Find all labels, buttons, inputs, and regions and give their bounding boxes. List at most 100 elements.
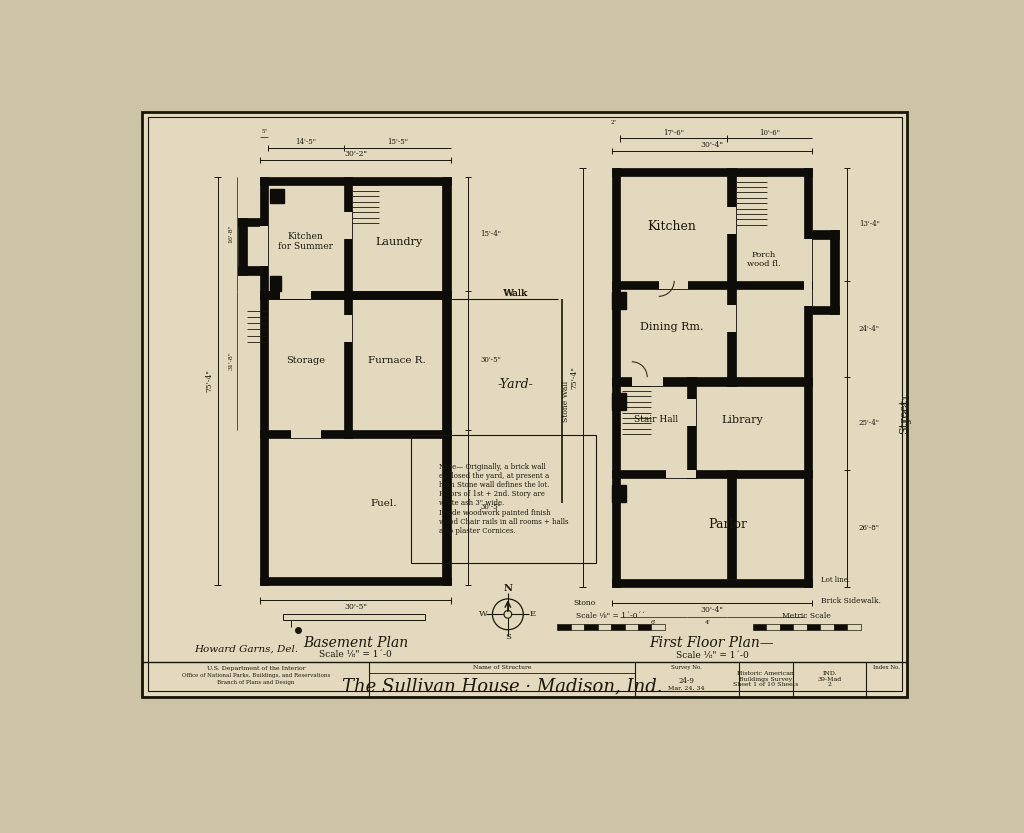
Text: Basement Plan: Basement Plan (303, 636, 408, 650)
Bar (260, 227, 268, 267)
Text: 14'-5": 14'-5" (296, 138, 316, 147)
Bar (820, 624, 834, 631)
Bar (830, 230, 839, 314)
Text: 30'-4": 30'-4" (700, 606, 723, 614)
Bar (632, 377, 663, 386)
Bar (239, 217, 247, 275)
Bar (611, 167, 621, 587)
Bar (779, 624, 794, 631)
Bar (260, 177, 451, 585)
Text: Storage: Storage (286, 356, 325, 365)
Bar (687, 400, 695, 426)
Bar (280, 291, 310, 299)
Text: Mar. 24, 34: Mar. 24, 34 (669, 686, 705, 691)
Text: Name of Structure: Name of Structure (473, 665, 531, 670)
Text: 75'-4": 75'-4" (206, 370, 214, 392)
Text: Note— Originally, a brick wall
enclosed the yard, at present a
high Stone wall d: Note— Originally, a brick wall enclosed … (438, 462, 568, 535)
Bar (611, 579, 812, 587)
Text: S: S (505, 633, 511, 641)
Text: Scale ⅛" = 1´-0: Scale ⅛" = 1´-0 (319, 650, 392, 659)
Text: 4': 4' (705, 620, 711, 625)
Bar (260, 576, 451, 585)
Bar (598, 624, 611, 631)
Text: W: W (479, 611, 487, 618)
Bar (812, 230, 839, 314)
Bar (804, 167, 812, 587)
Bar (834, 624, 847, 631)
Text: Branch of Plans and Design: Branch of Plans and Design (217, 681, 295, 686)
Bar (621, 177, 804, 579)
Text: Howard Garns, Del.: Howard Garns, Del. (194, 645, 298, 653)
Bar (611, 167, 812, 177)
Bar (658, 281, 688, 289)
Text: Survey No.: Survey No. (671, 665, 701, 670)
Bar (638, 624, 651, 631)
Text: Parlor: Parlor (708, 518, 746, 531)
Text: 15'-5": 15'-5" (387, 138, 408, 147)
Text: Brick Sidewalk.: Brick Sidewalk. (821, 597, 881, 606)
Bar (260, 291, 451, 299)
Text: Stono: Stono (573, 599, 596, 606)
Text: Scale ⅛" = 1´-0: Scale ⅛" = 1´-0 (676, 651, 749, 660)
Bar (727, 305, 736, 332)
Text: Historic American
Buildings Survey
Sheet 1 of 10 Sheets: Historic American Buildings Survey Sheet… (733, 671, 799, 687)
Text: Kitchen: Kitchen (647, 220, 696, 232)
Text: 31'-8": 31'-8" (228, 351, 233, 370)
Bar (727, 167, 736, 289)
Bar (727, 470, 736, 579)
Bar (727, 281, 736, 386)
Text: 25'-4": 25'-4" (859, 419, 880, 427)
Bar (147, 117, 902, 691)
Bar (239, 267, 260, 275)
Bar (766, 624, 779, 631)
Text: Scale ⅛" = 1´-0´´: Scale ⅛" = 1´-0´´ (577, 612, 646, 620)
Text: N: N (504, 584, 512, 592)
Text: 26'-8": 26'-8" (859, 525, 880, 532)
Bar (611, 485, 627, 502)
Text: 75'-4": 75'-4" (570, 367, 579, 389)
Bar (239, 217, 260, 275)
Bar (239, 217, 260, 227)
Text: 30'-5": 30'-5" (480, 503, 501, 511)
Bar (611, 392, 627, 410)
Text: Kitchen
for Summer: Kitchen for Summer (278, 232, 333, 252)
Text: Porch
wood fl.: Porch wood fl. (746, 251, 780, 268)
Bar (283, 614, 425, 621)
Text: 2": 2" (610, 120, 616, 125)
Bar (807, 624, 820, 631)
Bar (667, 470, 695, 478)
Bar (344, 315, 352, 342)
Text: Metric Scale: Metric Scale (782, 612, 831, 620)
Text: 24'-4": 24'-4" (859, 325, 880, 333)
Text: 16'-8": 16'-8" (228, 225, 233, 243)
Bar (847, 624, 860, 631)
Text: -Yard-: -Yard- (498, 377, 534, 391)
Bar (584, 624, 598, 631)
Bar (611, 281, 812, 289)
Text: Index No.: Index No. (873, 665, 900, 670)
Bar (260, 177, 451, 186)
Text: Stair Hall: Stair Hall (634, 415, 678, 424)
Bar (268, 291, 442, 299)
Text: 30'-5": 30'-5" (344, 603, 367, 611)
Text: First Floor Plan—: First Floor Plan— (649, 636, 774, 650)
Text: Street: Street (899, 398, 908, 433)
Bar (260, 177, 268, 585)
Bar (611, 624, 625, 631)
Bar (270, 276, 282, 291)
Text: Stone Wall: Stone Wall (561, 381, 569, 422)
Bar (727, 207, 736, 234)
Text: U.S. Department of the Interior: U.S. Department of the Interior (207, 666, 305, 671)
Bar (557, 624, 570, 631)
Circle shape (504, 611, 512, 618)
Bar (344, 177, 352, 299)
Bar (142, 662, 907, 696)
Text: 6': 6' (651, 620, 656, 625)
Bar (270, 189, 284, 203)
Text: Furnace R.: Furnace R. (368, 356, 426, 365)
Text: 24-9: 24-9 (679, 676, 694, 685)
Text: 30'-2": 30'-2" (344, 150, 367, 158)
Text: 15'-4": 15'-4" (480, 230, 501, 238)
Bar (442, 177, 451, 585)
Bar (260, 291, 451, 299)
